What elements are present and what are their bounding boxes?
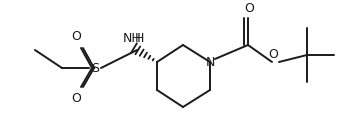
Text: O: O [71, 92, 81, 105]
Text: S: S [91, 62, 99, 75]
Text: N: N [205, 55, 215, 68]
Text: NH: NH [122, 33, 141, 46]
Text: H: H [135, 33, 144, 46]
Text: O: O [71, 29, 81, 42]
Text: O: O [268, 47, 278, 60]
Text: O: O [244, 3, 254, 16]
